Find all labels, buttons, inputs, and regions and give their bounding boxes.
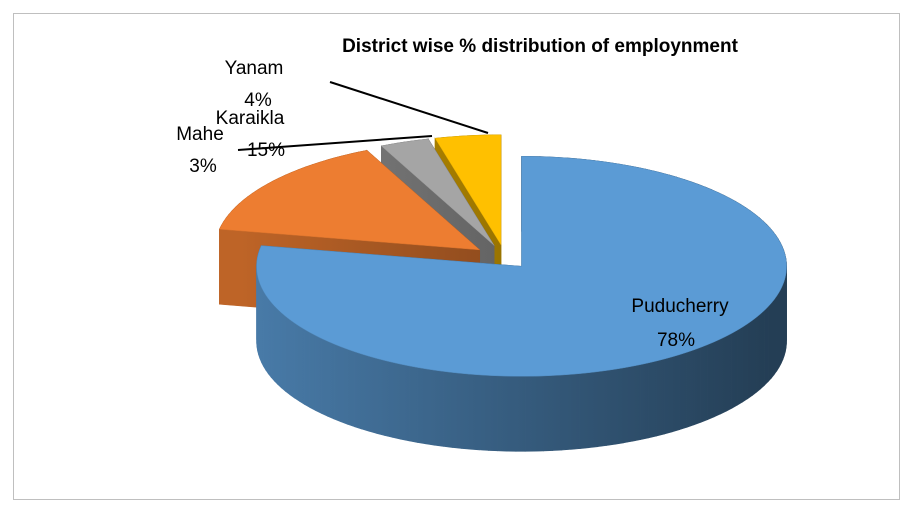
slice-wall <box>316 336 322 414</box>
slice-wall <box>435 370 444 446</box>
slice-wall <box>553 375 562 451</box>
slice-wall <box>714 339 720 417</box>
slice-wall <box>589 372 598 448</box>
slice-wall <box>461 373 470 449</box>
slice-wall <box>426 369 435 445</box>
slice-wall <box>726 333 732 411</box>
slice-wall <box>417 367 426 443</box>
slice-wall <box>640 363 648 440</box>
slice-wall <box>507 376 516 451</box>
slice-wall <box>479 375 488 451</box>
slice-wall <box>708 342 714 420</box>
slice-wall <box>544 376 553 451</box>
slice-wall <box>606 369 615 445</box>
slice-wall <box>761 310 765 388</box>
value-label: 78% <box>657 330 695 351</box>
slice-wall <box>401 364 409 441</box>
slice-wall <box>672 355 679 432</box>
slice-wall <box>748 320 753 398</box>
chart-title: District wise % distribution of employnm… <box>342 36 739 57</box>
slice-wall <box>525 376 534 451</box>
slice-wall <box>281 313 285 391</box>
slice-wall <box>488 375 497 450</box>
slice-wall <box>571 374 580 450</box>
slice-wall <box>732 330 737 408</box>
slice-wall <box>624 366 632 443</box>
slice-wall <box>779 288 781 367</box>
slice-wall <box>757 314 761 392</box>
slice-wall <box>299 326 304 404</box>
slice-wall <box>774 296 777 375</box>
slice-wall <box>516 376 525 451</box>
slice-wall <box>393 362 401 439</box>
slice-wall <box>322 338 328 416</box>
category-label: Mahe <box>176 124 224 145</box>
slice-wall <box>328 341 334 419</box>
category-label: Puducherry <box>631 296 729 317</box>
slice-wall <box>743 324 748 402</box>
value-label: 15% <box>247 140 285 161</box>
slice-wall <box>680 352 687 429</box>
slice-wall <box>470 374 479 450</box>
slice-wall <box>348 349 355 426</box>
slice-wall <box>377 358 385 435</box>
slice-wall <box>334 344 341 422</box>
slice-wall <box>632 365 640 442</box>
slice-wall <box>657 359 665 436</box>
slice-wall <box>443 371 452 447</box>
slice-wall <box>701 345 708 423</box>
slice-wall <box>286 316 290 394</box>
slice-wall <box>290 320 295 398</box>
category-label: Yanam <box>225 58 284 79</box>
slice-wall <box>737 327 742 405</box>
slice-wall <box>598 371 607 447</box>
slice-wall <box>369 356 377 433</box>
slice-wall <box>615 368 624 444</box>
slice-wall <box>305 329 310 407</box>
slice-wall <box>580 373 589 449</box>
value-label: 4% <box>244 90 272 111</box>
slice-wall <box>765 307 769 386</box>
slice-wall <box>649 361 657 438</box>
slice-wall <box>534 376 543 451</box>
category-label: Karaikla <box>216 108 285 129</box>
slice-wall <box>687 350 694 427</box>
slice-wall <box>221 222 223 301</box>
slice-wall <box>664 357 672 434</box>
slice-wall <box>777 292 779 371</box>
slice-wall <box>694 347 701 425</box>
slice-wall <box>294 323 299 401</box>
slice-wall <box>385 361 393 438</box>
slice-wall <box>362 354 369 431</box>
slice-wall <box>498 376 507 451</box>
value-label: 3% <box>189 156 217 177</box>
slice-wall <box>562 374 571 450</box>
slice-wall <box>452 372 461 448</box>
slice-wall <box>768 303 771 382</box>
slice-wall <box>310 333 316 411</box>
slice-wall <box>771 299 774 378</box>
slice-wall <box>341 347 348 425</box>
slice-wall <box>409 366 417 443</box>
slice-wall <box>355 352 362 429</box>
slice-wall <box>752 317 756 395</box>
slice-wall <box>720 336 726 414</box>
